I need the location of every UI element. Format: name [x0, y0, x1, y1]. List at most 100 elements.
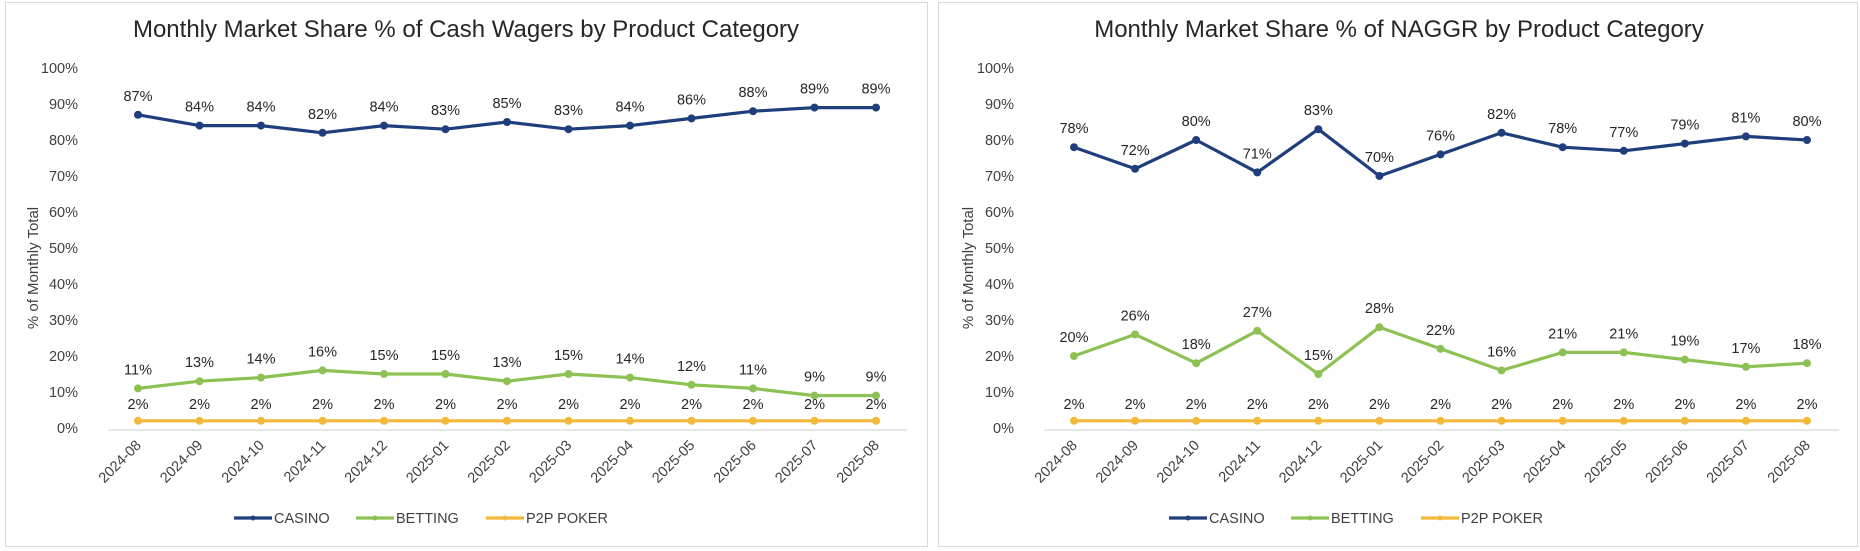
data-label: 2% [1308, 397, 1329, 413]
data-point [1375, 416, 1384, 425]
data-point [1741, 416, 1750, 425]
data-point [1619, 348, 1628, 357]
x-tick-label: 2025-07 [772, 438, 821, 487]
data-point [1253, 168, 1262, 177]
data-point [749, 384, 757, 393]
data-point [1741, 132, 1750, 141]
data-point [1375, 323, 1384, 332]
y-tick-label: 60% [49, 205, 78, 221]
data-point [1070, 352, 1078, 360]
data-point [1803, 359, 1811, 368]
data-label: 2% [1491, 397, 1512, 413]
x-tick-label: 2025-08 [834, 438, 883, 487]
data-label: 15% [431, 348, 460, 364]
data-point [1192, 136, 1201, 144]
y-axis-label: % of Monthly Total [960, 207, 977, 329]
y-tick-label: 70% [49, 169, 78, 185]
data-point [1131, 330, 1140, 339]
x-tick-label: 2025-04 [1521, 438, 1570, 487]
data-label: 28% [1365, 301, 1394, 317]
data-label: 2% [1125, 397, 1146, 413]
data-label: 2% [251, 397, 272, 413]
y-tick-label: 70% [985, 169, 1014, 185]
data-point [564, 416, 573, 425]
data-point [195, 416, 204, 425]
data-label: 83% [1304, 103, 1333, 119]
data-label: 82% [308, 107, 337, 123]
x-tick-label: 2024-08 [1032, 438, 1081, 487]
data-label: 2% [804, 397, 825, 413]
y-tick-label: 10% [49, 385, 78, 401]
data-point [1070, 143, 1078, 152]
data-point [687, 380, 696, 389]
x-tick-label: 2024-09 [1093, 438, 1142, 487]
data-point [1497, 128, 1506, 137]
data-label: 83% [554, 103, 583, 119]
data-point [1131, 416, 1140, 425]
data-point [134, 384, 142, 393]
legend-item-betting: BETTING [356, 511, 459, 527]
y-tick-label: 20% [985, 349, 1014, 365]
legend-item-p2p-poker: P2P POKER [1421, 511, 1543, 527]
data-point [1497, 366, 1506, 375]
y-tick-label: 0% [57, 421, 78, 437]
data-point [1436, 416, 1445, 425]
data-label: 2% [435, 397, 456, 413]
y-tick-label: 90% [985, 97, 1014, 113]
data-label: 13% [492, 355, 521, 371]
legend-item-p2p-poker: P2P POKER [486, 511, 608, 527]
data-point [195, 377, 204, 386]
data-point [318, 416, 327, 425]
x-tick-label: 2024-08 [96, 438, 145, 487]
data-label: 78% [1059, 121, 1088, 137]
data-point [810, 416, 819, 425]
data-label: 2% [1552, 397, 1573, 413]
x-tick-label: 2024-10 [219, 438, 268, 487]
data-point [1314, 125, 1323, 134]
data-point [1558, 416, 1567, 425]
data-label: 80% [1182, 114, 1211, 130]
data-label: 2% [866, 397, 887, 413]
chart-cash-wagers: Monthly Market Share % of Cash Wagers by… [25, 16, 907, 527]
data-label: 70% [1365, 150, 1394, 166]
data-point [872, 103, 880, 112]
x-tick-label: 2024-11 [1216, 438, 1264, 486]
data-point [134, 110, 142, 119]
data-label: 2% [1064, 397, 1085, 413]
y-tick-label: 40% [49, 277, 78, 293]
y-tick-label: 0% [993, 421, 1014, 437]
data-label: 2% [497, 397, 518, 413]
data-point [1192, 416, 1201, 425]
y-tick-label: 20% [49, 349, 78, 365]
legend-label: CASINO [274, 511, 330, 527]
y-tick-label: 50% [985, 241, 1014, 257]
data-label: 2% [374, 397, 395, 413]
data-label: 84% [246, 100, 275, 116]
data-point [1497, 416, 1506, 425]
data-label: 84% [369, 100, 398, 116]
data-point [687, 416, 696, 425]
data-label: 16% [308, 344, 337, 360]
data-label: 2% [743, 397, 764, 413]
data-label: 79% [1670, 118, 1699, 134]
data-point [257, 416, 265, 425]
data-point [749, 416, 757, 425]
legend-marker-icon [372, 515, 378, 521]
data-label: 72% [1121, 143, 1150, 159]
legend-item-casino: CASINO [234, 511, 330, 527]
data-point [626, 121, 634, 130]
x-tick-label: 2024-11 [281, 438, 329, 486]
legend-label: P2P POKER [526, 511, 608, 527]
data-point [1680, 355, 1689, 364]
data-point [810, 391, 819, 400]
data-point [1619, 416, 1628, 425]
data-label: 2% [312, 397, 333, 413]
data-label: 2% [1247, 397, 1268, 413]
y-axis-label: % of Monthly Total [25, 207, 42, 329]
data-point [1436, 150, 1445, 159]
x-tick-label: 2025-02 [1398, 438, 1447, 487]
legend-marker-icon [1307, 515, 1313, 521]
data-label: 78% [1548, 121, 1577, 137]
data-label: 2% [1797, 397, 1818, 413]
data-point [257, 121, 265, 130]
